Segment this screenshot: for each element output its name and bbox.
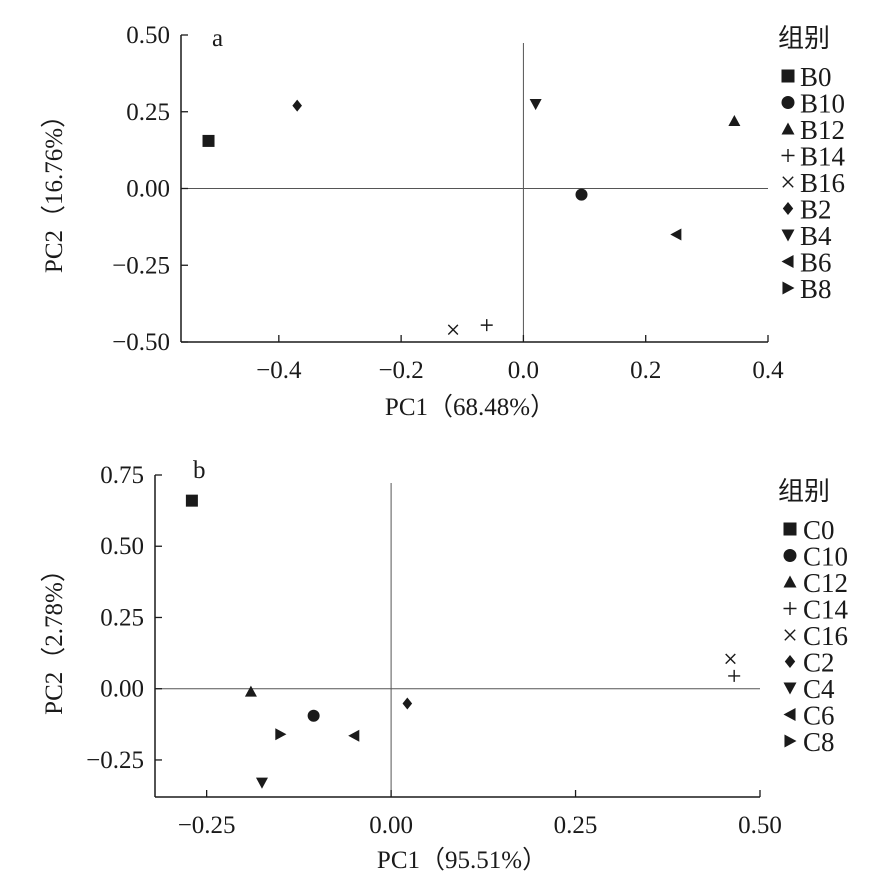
- legend-label-b14: B14: [800, 142, 846, 172]
- data-point-b6: [670, 228, 682, 241]
- y-tick-label: 0.50: [126, 22, 170, 49]
- data-point-b4: [529, 98, 542, 111]
- legend-label-c4: C4: [803, 674, 835, 704]
- data-point-b2: [292, 99, 302, 112]
- legend-marker-b4: [781, 229, 795, 242]
- data-point-c2: [402, 697, 413, 710]
- legend-label-b16: B16: [800, 168, 845, 198]
- y-tick-label: 0.50: [100, 533, 144, 560]
- legend-title: 组别: [778, 24, 830, 54]
- legend-marker-b12: [781, 122, 795, 135]
- legend-marker-b8: [782, 281, 795, 295]
- y-tick-label: 0.25: [100, 604, 144, 631]
- y-tick-label: 0.00: [126, 176, 170, 203]
- data-point-c16: [725, 653, 736, 665]
- legend-label-c12: C12: [803, 568, 848, 598]
- data-point-c12: [244, 685, 257, 697]
- y-tick-label: 0.00: [100, 676, 144, 703]
- data-point-c14: [728, 669, 741, 682]
- legend-label-b6: B6: [800, 248, 832, 278]
- panel-label: a: [212, 25, 223, 52]
- legend-label-c6: C6: [803, 701, 835, 731]
- x-tick-label: −0.2: [378, 357, 423, 384]
- legend-marker-c12: [783, 575, 797, 588]
- y-tick-label: −0.25: [86, 747, 144, 774]
- x-tick-label: 0.00: [369, 812, 413, 839]
- x-tick-label: 0.4: [752, 357, 784, 384]
- x-tick-label: 0.2: [630, 357, 661, 384]
- legend-label-c16: C16: [803, 621, 848, 651]
- data-point-c4: [255, 777, 268, 789]
- data-point-c6: [348, 729, 360, 742]
- y-axis-title: PC2（16.76%）: [40, 103, 68, 273]
- legend-label-b12: B12: [800, 115, 845, 145]
- legend-marker-c2: [784, 655, 796, 668]
- x-tick-label: 0.50: [738, 812, 782, 839]
- x-tick-label: −0.4: [256, 357, 302, 384]
- data-point-b0: [202, 134, 215, 147]
- y-axis-title: PC2（2.78%）: [40, 557, 68, 715]
- legend-marker-c10: [783, 549, 797, 562]
- legend-label-c8: C8: [803, 727, 835, 757]
- panel-label: b: [193, 457, 206, 484]
- legend-marker-b14: [781, 149, 795, 162]
- y-tick-label: 0.75: [100, 462, 144, 489]
- legend-marker-b16: [782, 176, 794, 188]
- legend-label-b8: B8: [800, 274, 832, 304]
- scatter-panel-a: −0.4 −0.2 0.0 0.2 0.4 −0.50 −0.25 0.00 0.25 0.50 P…: [40, 22, 846, 421]
- data-point-c8: [275, 728, 287, 741]
- x-tick-label: 0.25: [554, 812, 598, 839]
- data-point-c10: [307, 709, 320, 722]
- x-tick-label: 0.0: [508, 357, 539, 384]
- data-point-b14: [480, 319, 493, 332]
- legend-label-c0: C0: [803, 515, 835, 545]
- y-tick-label: −0.25: [112, 252, 170, 279]
- legend-marker-c0: [783, 522, 797, 536]
- legend-label-c2: C2: [803, 648, 835, 678]
- legend-marker-c6: [783, 708, 796, 721]
- data-point-b16: [447, 324, 459, 336]
- legend-marker-b2: [782, 202, 794, 215]
- y-tick-label: 0.25: [126, 99, 170, 126]
- x-axis-title: PC1（68.48%）: [385, 393, 555, 421]
- legend-marker-b10: [781, 96, 795, 109]
- legend-marker-c8: [784, 734, 797, 748]
- x-tick-label: −0.25: [178, 812, 236, 839]
- legend-marker-b6: [781, 255, 794, 268]
- legend-label-b2: B2: [800, 195, 832, 225]
- x-axis-title: PC1（95.51%）: [377, 846, 547, 874]
- scatter-panel-b: −0.25 0.00 0.25 0.50 −0.25 0.00 0.25 0.50 0.75 PC…: [40, 457, 849, 874]
- legend-label-c14: C14: [803, 595, 849, 625]
- legend-label-c10: C10: [803, 542, 848, 572]
- data-point-c0: [185, 494, 198, 507]
- legend-marker-c4: [783, 682, 797, 695]
- legend-label-b4: B4: [800, 221, 832, 251]
- legend-marker-c14: [783, 602, 797, 615]
- legend-label-b10: B10: [800, 89, 845, 119]
- data-point-b12: [728, 114, 741, 127]
- legend-label-b0: B0: [800, 62, 832, 92]
- data-point-b10: [575, 188, 588, 201]
- legend-title: 组别: [778, 477, 830, 507]
- legend-marker-b0: [781, 69, 795, 83]
- legend-marker-c16: [784, 629, 796, 641]
- y-tick-label: −0.50: [112, 329, 170, 356]
